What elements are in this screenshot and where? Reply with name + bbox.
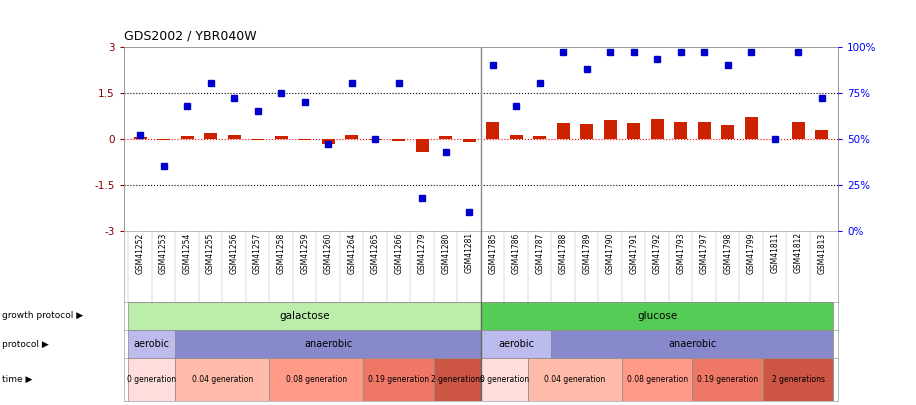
Bar [299, 139, 311, 140]
Bar [481, 302, 834, 330]
Bar [627, 124, 640, 139]
Text: GSM41260: GSM41260 [323, 232, 333, 274]
Bar [251, 139, 264, 140]
Text: GSM41813: GSM41813 [817, 232, 826, 273]
Text: GSM41256: GSM41256 [230, 232, 239, 274]
Text: 0.19 generation: 0.19 generation [368, 375, 430, 384]
Text: time ▶: time ▶ [2, 375, 32, 384]
Text: GSM41254: GSM41254 [182, 232, 191, 274]
Text: GSM41790: GSM41790 [605, 232, 615, 274]
Bar [698, 122, 711, 139]
Bar [175, 330, 481, 358]
Bar [392, 139, 405, 141]
Bar [439, 136, 453, 139]
Bar [745, 117, 758, 139]
Text: 0.19 generation: 0.19 generation [697, 375, 758, 384]
Text: GSM41255: GSM41255 [206, 232, 215, 274]
Bar [158, 139, 170, 140]
Text: GSM41252: GSM41252 [136, 232, 145, 273]
Bar [650, 119, 663, 139]
Text: GSM41281: GSM41281 [464, 232, 474, 273]
Text: GSM41787: GSM41787 [535, 232, 544, 274]
Text: GSM41789: GSM41789 [583, 232, 591, 274]
Bar [674, 122, 687, 139]
Text: aerobic: aerobic [134, 339, 169, 349]
Text: galactose: galactose [279, 311, 330, 321]
Bar [533, 136, 546, 139]
Text: GSM41812: GSM41812 [793, 232, 802, 273]
Text: GSM41280: GSM41280 [442, 232, 450, 273]
Text: growth protocol ▶: growth protocol ▶ [2, 311, 83, 320]
Bar [622, 358, 692, 401]
Bar [486, 122, 499, 139]
Text: GSM41264: GSM41264 [347, 232, 356, 274]
Text: glucose: glucose [637, 311, 677, 321]
Text: GSM41797: GSM41797 [700, 232, 709, 274]
Bar [551, 330, 834, 358]
Bar [763, 358, 834, 401]
Bar [580, 124, 594, 139]
Text: anaerobic: anaerobic [304, 339, 353, 349]
Bar [128, 302, 481, 330]
Bar [275, 136, 288, 139]
Text: GSM41786: GSM41786 [512, 232, 520, 274]
Text: GSM41253: GSM41253 [159, 232, 169, 274]
Text: 0 generation: 0 generation [127, 375, 177, 384]
Bar [604, 119, 616, 139]
Text: GSM41258: GSM41258 [277, 232, 286, 273]
Bar [692, 358, 763, 401]
Bar [128, 358, 175, 401]
Text: GSM41785: GSM41785 [488, 232, 497, 274]
Text: GSM41798: GSM41798 [723, 232, 732, 274]
Bar [204, 133, 217, 139]
Text: 2 generations: 2 generations [431, 375, 484, 384]
Bar [269, 358, 364, 401]
Bar [322, 139, 334, 144]
Text: GDS2002 / YBR040W: GDS2002 / YBR040W [124, 30, 256, 43]
Text: GSM41788: GSM41788 [559, 232, 568, 273]
Bar [557, 124, 570, 139]
Text: protocol ▶: protocol ▶ [2, 340, 49, 349]
Text: GSM41811: GSM41811 [770, 232, 780, 273]
Text: 0 generation: 0 generation [480, 375, 529, 384]
Bar [721, 125, 734, 139]
Text: 0.08 generation: 0.08 generation [627, 375, 688, 384]
Bar [509, 135, 523, 139]
Text: GSM41793: GSM41793 [676, 232, 685, 274]
Bar [345, 135, 358, 139]
Text: 0.04 generation: 0.04 generation [191, 375, 253, 384]
Bar [364, 358, 434, 401]
Bar [434, 358, 481, 401]
Text: 0.08 generation: 0.08 generation [286, 375, 347, 384]
Bar [815, 130, 828, 139]
Bar [228, 135, 241, 139]
Bar [481, 358, 528, 401]
Text: 2 generations: 2 generations [771, 375, 824, 384]
Bar [791, 122, 804, 139]
Bar [416, 139, 429, 151]
Bar [481, 330, 551, 358]
Text: GSM41279: GSM41279 [418, 232, 427, 274]
Bar [528, 358, 622, 401]
Text: GSM41257: GSM41257 [253, 232, 262, 274]
Bar [368, 139, 382, 140]
Bar [175, 358, 269, 401]
Text: GSM41266: GSM41266 [394, 232, 403, 274]
Text: GSM41259: GSM41259 [300, 232, 309, 274]
Text: GSM41799: GSM41799 [747, 232, 756, 274]
Bar [128, 330, 175, 358]
Text: anaerobic: anaerobic [669, 339, 716, 349]
Text: GSM41265: GSM41265 [371, 232, 379, 274]
Bar [180, 136, 193, 139]
Bar [134, 137, 147, 139]
Text: 0.04 generation: 0.04 generation [544, 375, 605, 384]
Bar [463, 139, 475, 142]
Text: GSM41791: GSM41791 [629, 232, 638, 274]
Text: aerobic: aerobic [498, 339, 534, 349]
Text: GSM41792: GSM41792 [653, 232, 661, 274]
